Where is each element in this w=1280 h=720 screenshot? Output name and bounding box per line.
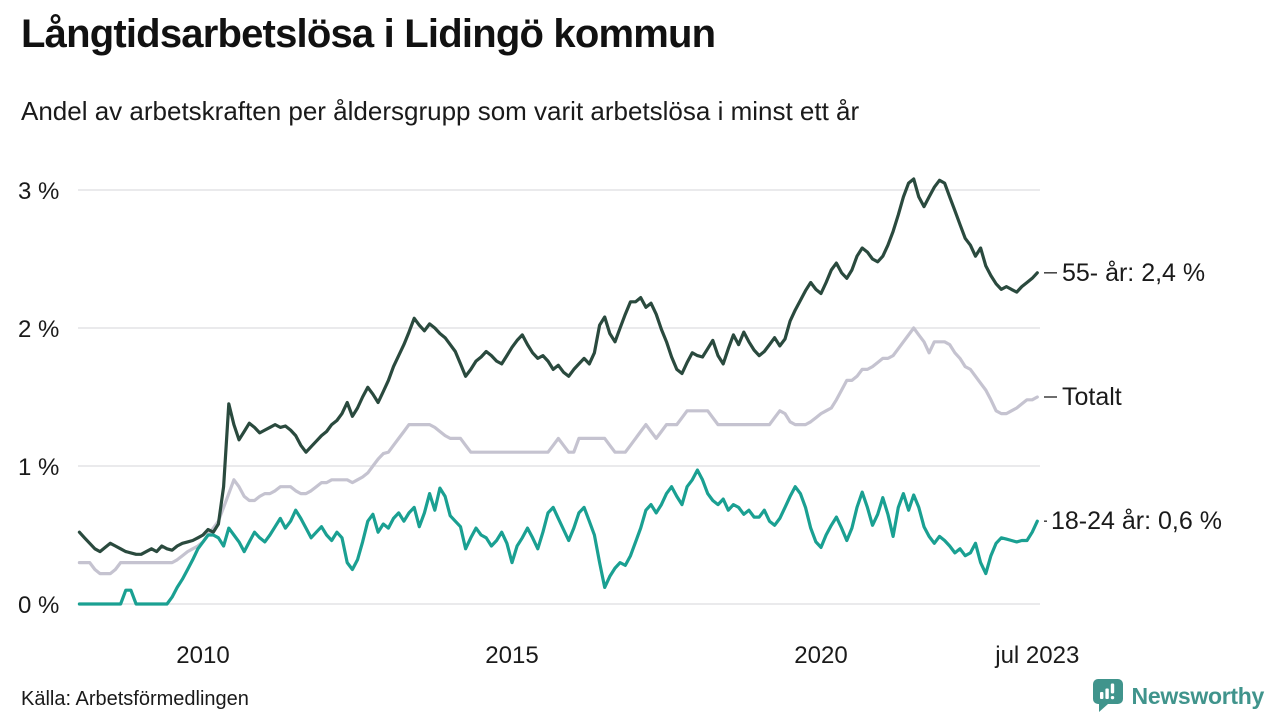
end-label-55: 55- år: 2,4 % [1062, 259, 1205, 287]
x-tick-2020: 2020 [794, 642, 847, 669]
page-title: Långtidsarbetslösa i Lidingö kommun [21, 12, 716, 56]
chart-subtitle: Andel av arbetskraften per åldersgrupp s… [21, 96, 860, 126]
end-label-totalt: Totalt [1062, 383, 1122, 411]
brand-name: Newsworthy [1131, 682, 1265, 709]
gridlines [78, 189, 1040, 605]
series-lines [77, 177, 1039, 606]
x-tick-2015: 2015 [485, 642, 538, 669]
x-tick-jul-2023: jul 2023 [994, 642, 1079, 669]
y-axis-labels: 3 % 2 % 1 % 0 % [18, 178, 59, 619]
y-tick-1: 1 % [18, 454, 59, 481]
y-tick-3: 3 % [18, 178, 59, 205]
y-tick-2: 2 % [18, 316, 59, 343]
series-end-labels: 55- år: 2,4 % Totalt 18-24 år: 0,6 % [1044, 259, 1222, 535]
y-tick-0: 0 % [18, 592, 59, 619]
series-line-55 [77, 177, 1039, 556]
newsworthy-icon [1092, 678, 1124, 714]
end-label-18-24: 18-24 år: 0,6 % [1051, 507, 1222, 535]
brand-logo[interactable]: Newsworthy [1092, 678, 1264, 714]
series-line-totalt [77, 326, 1039, 576]
x-tick-2010: 2010 [176, 642, 229, 669]
source-note: Källa: Arbetsförmedlingen [21, 688, 249, 710]
series-line-18-24 [77, 468, 1039, 606]
x-axis-labels: 2010 2015 2020 jul 2023 [176, 642, 1079, 669]
